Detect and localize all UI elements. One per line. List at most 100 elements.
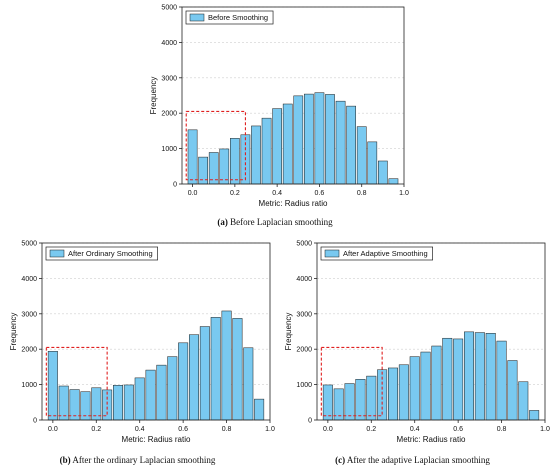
bar <box>442 337 453 421</box>
bar <box>145 369 156 421</box>
y-tick-label: 0 <box>33 418 37 425</box>
plot-frame <box>41 242 271 421</box>
x-tick-label: 0.6 <box>178 426 188 433</box>
bar <box>431 345 442 421</box>
x-tick-label: 0.4 <box>272 190 282 197</box>
caption-b-letter: (b) <box>59 455 71 465</box>
bar <box>409 356 420 421</box>
bar <box>272 108 282 185</box>
legend-box <box>45 246 158 261</box>
bar <box>254 398 265 421</box>
y-tick-label: 5000 <box>161 5 177 12</box>
bar <box>420 351 431 421</box>
legend-swatch <box>49 249 65 258</box>
y-tick-label: 3000 <box>161 75 177 82</box>
bar <box>113 385 123 421</box>
bar <box>366 375 377 421</box>
bar <box>314 92 325 185</box>
bar <box>189 334 199 421</box>
x-axis-title: Metric: Radius ratio <box>122 435 191 444</box>
bar <box>167 356 178 421</box>
x-tick-label: 0.0 <box>323 426 333 433</box>
highlight-box <box>185 110 246 181</box>
caption-c: (c) After the adaptive Laplacian smoothi… <box>275 455 550 465</box>
bar <box>346 105 356 185</box>
bar <box>335 100 346 185</box>
bar <box>485 333 496 421</box>
y-tick-label: 2000 <box>296 347 312 354</box>
bar <box>230 138 240 185</box>
bar <box>398 364 409 421</box>
bar <box>58 385 69 421</box>
legend-swatch <box>324 249 340 258</box>
legend-swatch <box>189 13 205 22</box>
x-tick-label: 1.0 <box>540 426 550 433</box>
x-tick-label: 1.0 <box>399 190 409 197</box>
x-tick-label: 0.4 <box>410 426 420 433</box>
y-tick-label: 3000 <box>21 311 37 318</box>
highlight-box <box>320 346 383 417</box>
chart-b: 0 1000 2000 3000 4000 5000 0.0 0.2 0.4 0.6 0.8 1.0 M… <box>9 241 275 445</box>
bar <box>325 94 335 185</box>
y-axis-title: Frequency <box>9 313 18 351</box>
y-tick-label: 2000 <box>21 347 37 354</box>
bar <box>474 332 485 421</box>
legend-c: After Adaptive Smoothing <box>320 246 433 261</box>
x-tick-label: 0.2 <box>366 426 376 433</box>
bar <box>261 117 272 185</box>
y-axis-a: 0 1000 2000 3000 4000 5000 <box>161 5 182 189</box>
bar <box>464 331 474 421</box>
bar <box>91 387 102 421</box>
x-tick-label: 0.0 <box>48 426 58 433</box>
bar <box>156 364 167 421</box>
x-tick-label: 0.0 <box>188 190 198 197</box>
legend-a: Before Smoothing <box>185 10 274 25</box>
legend-label: After Ordinary Smoothing <box>68 249 153 258</box>
bar <box>388 178 399 185</box>
x-tick-label: 0.2 <box>230 190 240 197</box>
caption-a-letter: (a) <box>217 217 228 227</box>
x-tick-label: 0.8 <box>222 426 232 433</box>
bar <box>356 126 367 185</box>
y-tick-label: 4000 <box>161 40 177 47</box>
y-tick-label: 5000 <box>21 241 37 248</box>
legend-box <box>185 10 274 25</box>
bars-a <box>187 92 399 185</box>
x-tick-label: 0.6 <box>315 190 325 197</box>
bars-b <box>47 310 265 421</box>
bar <box>219 148 230 185</box>
bar <box>507 360 518 421</box>
bar <box>187 129 198 185</box>
y-tick-label: 3000 <box>296 311 312 318</box>
x-tick-label: 0.2 <box>91 426 101 433</box>
highlight-box <box>45 346 108 417</box>
x-tick-label: 1.0 <box>265 426 275 433</box>
y-tick-label: 2000 <box>161 111 177 118</box>
bar <box>243 347 254 421</box>
y-axis-b: 0 1000 2000 3000 4000 5000 <box>21 241 42 425</box>
bar <box>367 141 378 185</box>
bar <box>355 379 366 421</box>
bar <box>178 342 189 421</box>
x-axis-title: Metric: Radius ratio <box>259 199 328 208</box>
legend-label: Before Smoothing <box>208 13 268 22</box>
caption-a: (a) Before Laplacian smoothing <box>100 217 450 227</box>
y-axis-c: 0 1000 2000 3000 4000 5000 <box>296 241 317 425</box>
bar <box>304 93 314 185</box>
x-axis-b: 0.0 0.2 0.4 0.6 0.8 1.0 <box>48 420 275 433</box>
bar <box>232 318 243 421</box>
bar <box>134 377 145 421</box>
bar <box>293 95 304 185</box>
bar <box>322 384 333 421</box>
y-tick-label: 4000 <box>21 276 37 283</box>
x-tick-label: 0.6 <box>453 426 463 433</box>
y-tick-label: 5000 <box>296 241 312 248</box>
x-tick-label: 0.8 <box>497 426 507 433</box>
plot-frame <box>316 242 546 421</box>
x-axis-c: 0.0 0.2 0.4 0.6 0.8 1.0 <box>323 420 550 433</box>
bar <box>378 160 388 185</box>
legend-label: After Adaptive Smoothing <box>343 249 428 258</box>
chart-a: 0 1000 2000 3000 4000 5000 0.0 0.2 0.4 0.6 0.8 1.0 M… <box>149 5 409 209</box>
bar <box>282 103 293 185</box>
